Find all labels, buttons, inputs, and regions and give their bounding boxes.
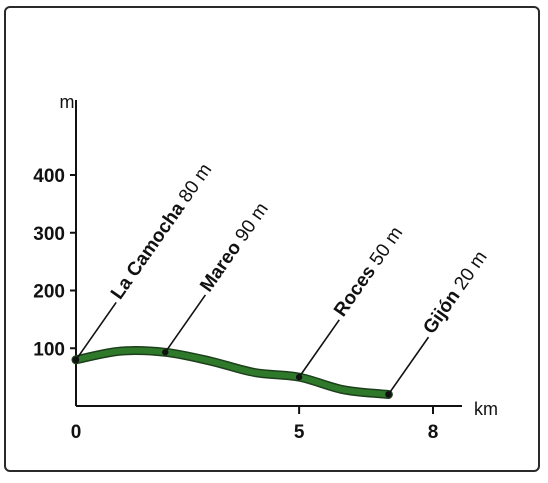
- y-tick-label: 200: [33, 282, 65, 303]
- place-leader-line: [298, 319, 340, 378]
- chart-frame: [4, 6, 540, 472]
- place-label: Mareo 90 m: [196, 199, 273, 296]
- y-tick-label: 400: [33, 166, 65, 187]
- x-axis-unit-label: km: [474, 399, 498, 419]
- place-leader-line: [75, 302, 117, 361]
- y-axis-unit-label: m: [60, 92, 75, 112]
- place-elevation: 50 m: [363, 223, 407, 274]
- y-tick-label: 300: [33, 224, 65, 245]
- place-elevation: 20 m: [447, 247, 491, 298]
- elevation-profile-line: [73, 347, 392, 398]
- place-name: La Camocha: [107, 198, 189, 303]
- place-label: Roces 50 m: [330, 223, 407, 321]
- x-tick-label: 5: [294, 422, 305, 443]
- place-leader-line: [164, 294, 207, 353]
- x-tick-label: 8: [428, 422, 439, 443]
- place-name: Roces: [330, 262, 380, 321]
- place-elevation: 90 m: [228, 199, 272, 250]
- place-elevation: 80 m: [172, 160, 216, 211]
- place-name: Mareo: [196, 238, 245, 296]
- y-tick-label: 100: [33, 339, 65, 360]
- place-label: Gijón 20 m: [419, 247, 491, 338]
- place-leader-line: [387, 336, 430, 395]
- x-tick-label: 0: [71, 422, 82, 443]
